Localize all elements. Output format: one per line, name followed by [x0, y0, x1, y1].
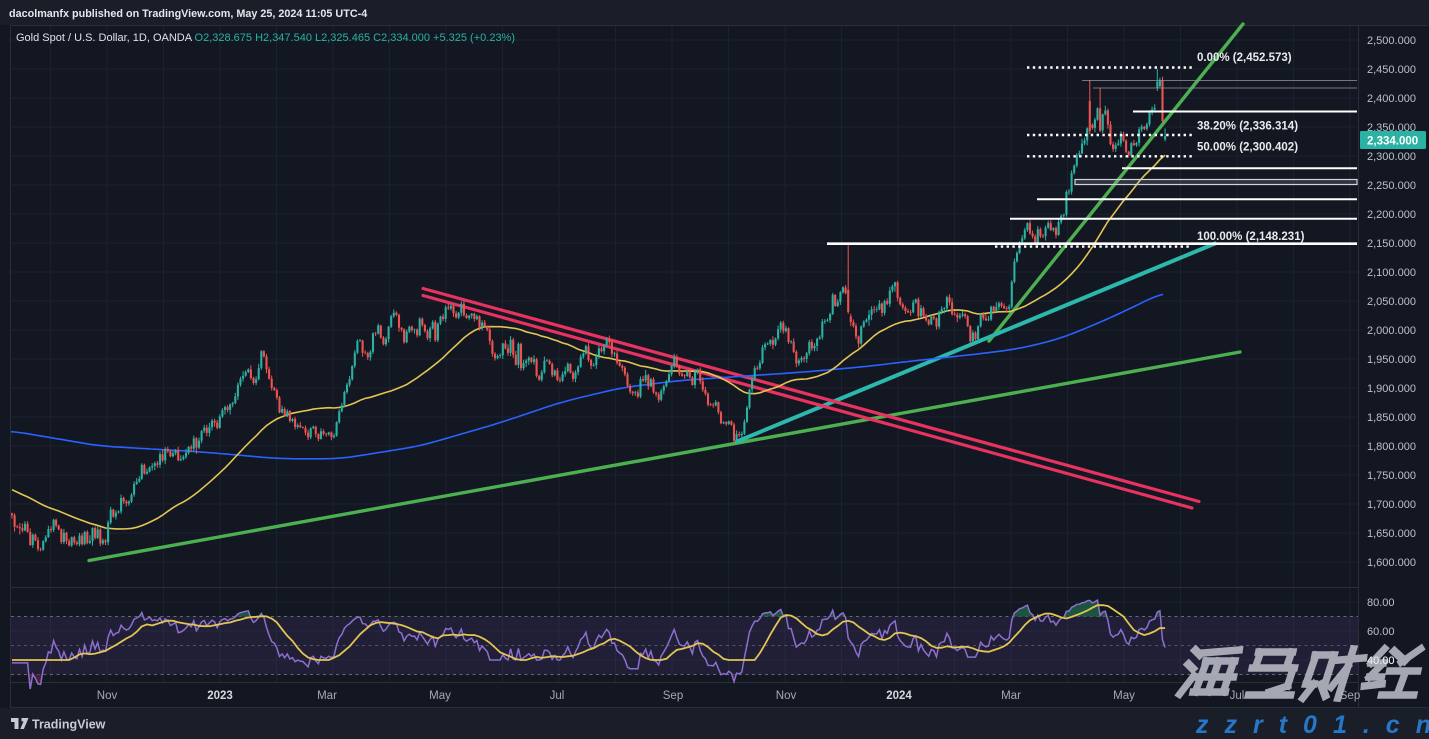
svg-text:1,900.000: 1,900.000 [1367, 383, 1416, 395]
svg-text:Sep: Sep [1340, 690, 1360, 702]
svg-text:Nov: Nov [97, 690, 118, 702]
svg-text:1,600.000: 1,600.000 [1367, 557, 1416, 569]
svg-text:Sep: Sep [663, 690, 683, 702]
svg-text:1,800.000: 1,800.000 [1367, 441, 1416, 453]
svg-text:50.00% (2,300.402): 50.00% (2,300.402) [1197, 142, 1298, 154]
svg-text:2,200.000: 2,200.000 [1367, 209, 1416, 221]
svg-text:Nov: Nov [776, 690, 797, 702]
svg-text:2,450.000: 2,450.000 [1367, 64, 1416, 76]
svg-text:2,050.000: 2,050.000 [1367, 296, 1416, 308]
svg-text:1,950.000: 1,950.000 [1367, 354, 1416, 366]
svg-text:zzrt01.cn: zzrt01.cn [1195, 711, 1429, 739]
svg-text:2,300.000: 2,300.000 [1367, 151, 1416, 163]
svg-text:1,650.000: 1,650.000 [1367, 528, 1416, 540]
svg-text:Jul: Jul [550, 690, 565, 702]
svg-text:May: May [1113, 690, 1135, 702]
svg-text:60.00: 60.00 [1367, 626, 1395, 638]
svg-text:40.00: 40.00 [1367, 655, 1395, 667]
svg-text:TradingView: TradingView [32, 718, 106, 732]
svg-text:2,500.000: 2,500.000 [1367, 35, 1416, 47]
svg-text:2,334.000: 2,334.000 [1367, 136, 1418, 148]
svg-text:dacolmanfx published on Tradin: dacolmanfx published on TradingView.com,… [9, 8, 367, 20]
svg-text:May: May [429, 690, 451, 702]
svg-text:2023: 2023 [207, 690, 233, 702]
svg-text:Mar: Mar [1001, 690, 1021, 702]
svg-text:80.00: 80.00 [1367, 597, 1395, 609]
svg-text:38.20% (2,336.314): 38.20% (2,336.314) [1197, 121, 1298, 133]
svg-text:Mar: Mar [317, 690, 337, 702]
svg-text:2,250.000: 2,250.000 [1367, 180, 1416, 192]
svg-text:1,850.000: 1,850.000 [1367, 412, 1416, 424]
svg-text:1,750.000: 1,750.000 [1367, 470, 1416, 482]
svg-text:2,400.000: 2,400.000 [1367, 93, 1416, 105]
svg-text:2,150.000: 2,150.000 [1367, 238, 1416, 250]
svg-text:0.00% (2,452.573): 0.00% (2,452.573) [1197, 52, 1292, 64]
svg-text:Gold Spot / U.S. Dollar, 1D, O: Gold Spot / U.S. Dollar, 1D, OANDA O2,32… [16, 32, 515, 44]
svg-text:2,100.000: 2,100.000 [1367, 267, 1416, 279]
svg-text:2,000.000: 2,000.000 [1367, 325, 1416, 337]
svg-text:2024: 2024 [886, 690, 912, 702]
svg-text:1,700.000: 1,700.000 [1367, 499, 1416, 511]
svg-text:100.00% (2,148.231): 100.00% (2,148.231) [1197, 231, 1305, 243]
svg-text:Jul: Jul [1230, 690, 1245, 702]
